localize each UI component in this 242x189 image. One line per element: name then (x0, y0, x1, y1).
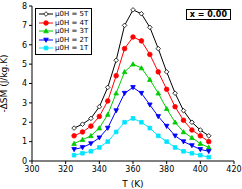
svg-text:T (K): T (K) (121, 179, 143, 189)
svg-text:320: 320 (58, 165, 73, 174)
svg-text:0: 0 (22, 157, 27, 166)
html-text:μ0H = 5T: μ0H = 5T (55, 10, 89, 18)
html-text:μ0H = 2T: μ0H = 2T (55, 35, 89, 44)
svg-text:5: 5 (22, 60, 27, 69)
svg-text:400: 400 (193, 165, 208, 174)
svg-text:360: 360 (125, 165, 140, 174)
svg-text:-ΔSM (J/kg.K): -ΔSM (J/kg.K) (8, 54, 9, 112)
html-text:μ0H = 4T: μ0H = 4T (55, 18, 89, 27)
html-text:μ0H = 1T: μ0H = 1T (55, 44, 89, 52)
svg-text:300: 300 (24, 165, 39, 174)
svg-text:8: 8 (22, 2, 27, 11)
svg-text:3: 3 (22, 99, 27, 108)
svg-text:420: 420 (226, 165, 234, 174)
html-text:μ0H = 3T: μ0H = 3T (55, 27, 89, 35)
svg-text:340: 340 (92, 165, 107, 174)
html-text:x = 0.00: x = 0.00 (189, 10, 227, 19)
svg-text:1: 1 (22, 137, 27, 146)
svg-text:7: 7 (22, 21, 27, 30)
svg-text:6: 6 (22, 41, 27, 50)
svg-text:2: 2 (22, 118, 27, 127)
svg-text:4: 4 (22, 79, 27, 88)
svg-text:380: 380 (159, 165, 174, 174)
